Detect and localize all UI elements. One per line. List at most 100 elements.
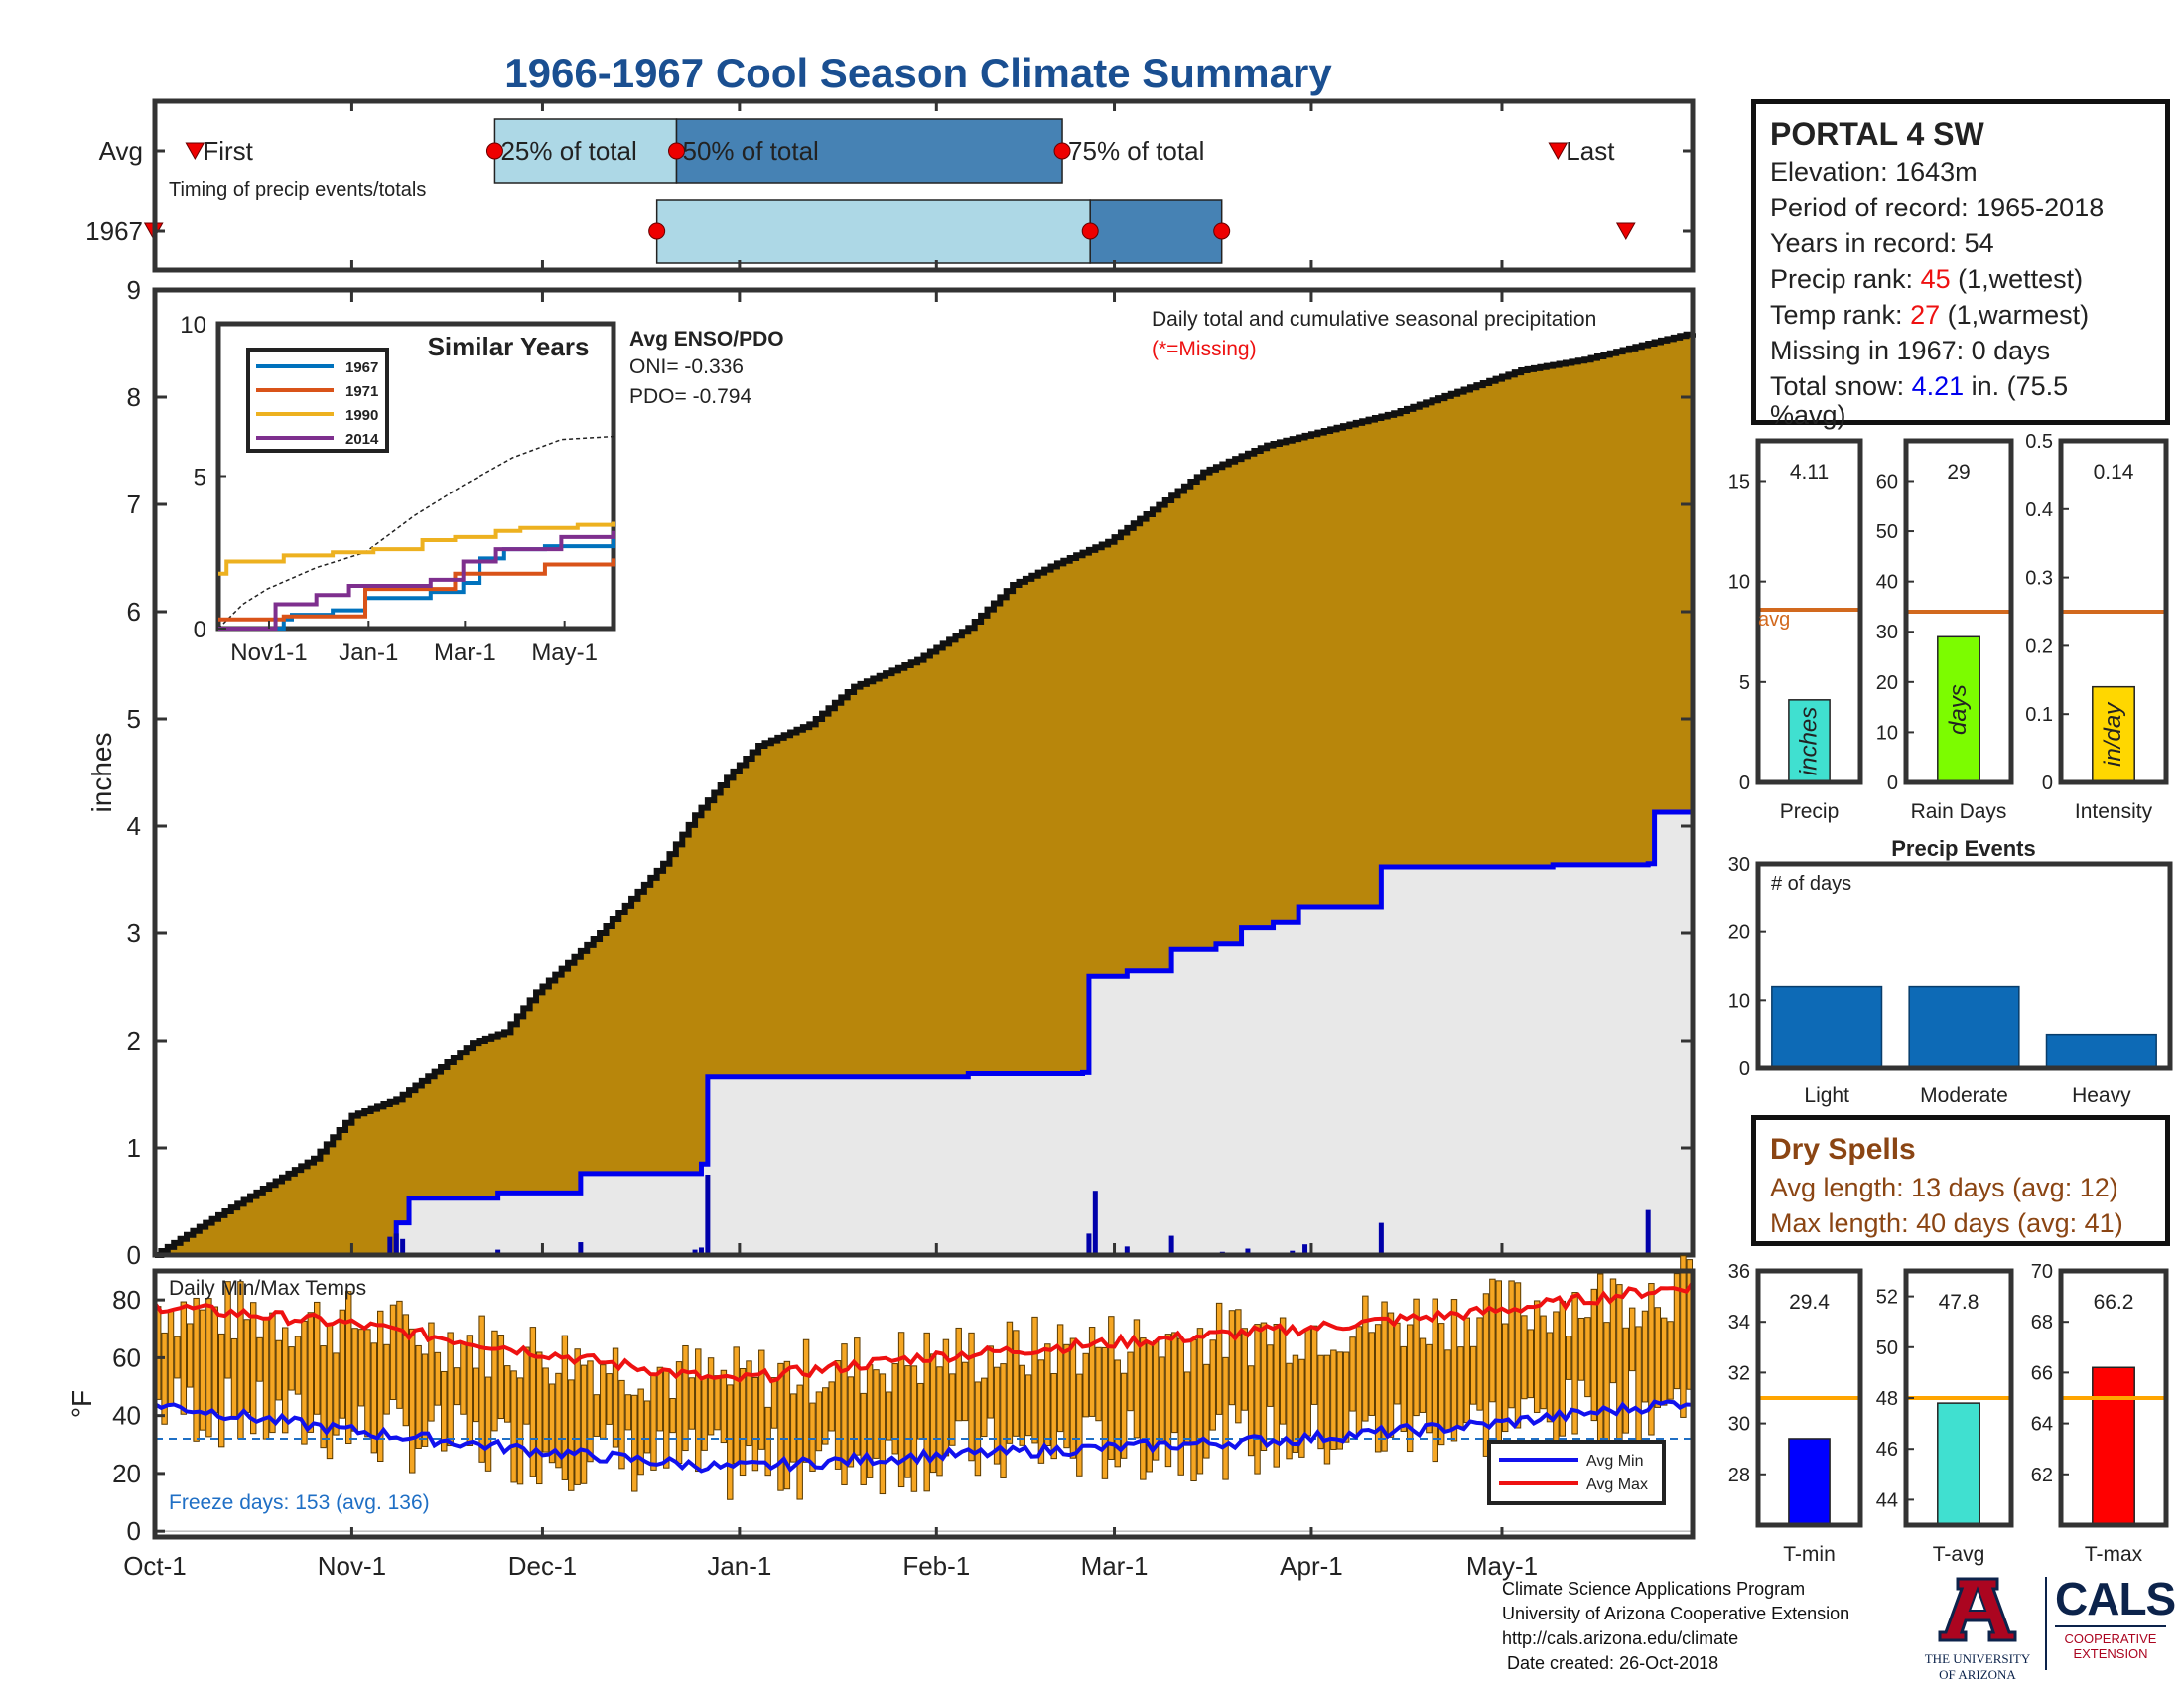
daily-temp-range-bar (612, 1347, 619, 1448)
mini-y-tick-label: 0.4 (2025, 499, 2053, 521)
mini-temp-charts: 28 30 32 34 36 29.4 T-min 44 46 48 50 52 47.8 T-avg 62… (1728, 1261, 2169, 1566)
mini-value-bar (1937, 635, 1980, 783)
daily-temp-range-bar (1298, 1358, 1305, 1458)
daily-temp-range-bar (802, 1338, 810, 1463)
main-y-axis-label: inches (86, 733, 117, 813)
precip-rank-label: Precip rank: (1770, 264, 1921, 294)
daily-temp-range-bar (1323, 1354, 1331, 1465)
mini-y-tick-label: 62 (2031, 1465, 2053, 1486)
daily-temp-range-bar (1310, 1325, 1318, 1405)
mini-y-tick-label: 0.5 (2025, 431, 2053, 453)
timing-row-label: Avg (99, 136, 143, 166)
daily-temp-range-bar (587, 1360, 594, 1463)
daily-temp-range-bar (249, 1302, 257, 1435)
daily-temp-range-bar (1140, 1337, 1147, 1480)
daily-temp-range-bar (186, 1323, 194, 1388)
daily-temp-range-bar (1013, 1330, 1020, 1437)
logo-divider (2045, 1577, 2047, 1670)
snow-value: 4.21 (1911, 371, 1965, 401)
legend-max-label: Avg Max (1586, 1477, 1648, 1493)
x-tick-label: May-1 (1466, 1551, 1538, 1581)
timing-percentile-marker (1081, 222, 1099, 240)
mini-y-tick-label: 50 (1876, 521, 1898, 543)
mini-y-tick-label: 40 (1876, 572, 1898, 594)
year-cumulative-line (155, 809, 1693, 1258)
x-tick-label: Feb-1 (902, 1551, 970, 1581)
x-tick-label: Dec-1 (508, 1551, 577, 1581)
p50-label: 50% of total (683, 136, 819, 166)
daily-temp-range-bar (174, 1336, 181, 1379)
mini-y-tick-label: 50 (1876, 1337, 1898, 1359)
mini-y-tick-label: 0 (1887, 773, 1898, 794)
daily-temp-range-bar (1349, 1336, 1356, 1412)
daily-precip-bar (1124, 1246, 1130, 1255)
temps-y-tick-label: 40 (112, 1401, 141, 1431)
daily-temp-range-bar (1565, 1336, 1572, 1380)
dry-avg-length: Avg length: 13 days (avg: 12) (1770, 1173, 2118, 1202)
mini-y-tick-label: 10 (1876, 722, 1898, 744)
daily-precip-bar (1086, 1233, 1092, 1255)
main-caption: Daily total and cumulative seasonal prec… (1152, 308, 1596, 331)
daily-temp-range-bar (1279, 1317, 1287, 1425)
daily-temp-range-bar (269, 1312, 276, 1434)
mini-value-bar (1937, 1402, 1980, 1526)
main-plot-frame (152, 287, 1696, 1258)
precip-rank-note: (1,wettest) (1950, 264, 2084, 294)
timing-row-label: 1967 (85, 216, 143, 246)
inset-series-1990 (218, 521, 615, 576)
mini-precip-charts: 0 5 10 15 4.11 Precip inches 0 10 20 30 40 50 60 29 Rai… (1728, 431, 2169, 823)
daily-temp-range-bar (1171, 1332, 1178, 1434)
daily-temp-range-bar (357, 1329, 365, 1407)
daily-temp-range-bar (1342, 1351, 1350, 1443)
daily-temp-range-bar (1571, 1292, 1578, 1435)
mini-frame (2058, 438, 2169, 785)
daily-temp-range-bar (1648, 1283, 1655, 1436)
temps-y-tick-label: 60 (112, 1342, 141, 1372)
daily-temp-range-bar (1457, 1346, 1464, 1428)
daily-temp-range-bar (1654, 1307, 1662, 1408)
footer-line-3: http://cals.arizona.edu/climate (1502, 1628, 1739, 1648)
daily-temp-range-bar (1400, 1345, 1407, 1432)
daily-temp-range-bar (1374, 1324, 1382, 1453)
inset-series-1971 (218, 558, 615, 622)
daily-temp-range-bar (529, 1327, 537, 1477)
daily-temp-range-bar (809, 1402, 816, 1472)
dry-spells-title: Dry Spells (1770, 1133, 1916, 1166)
temps-y-tick-label: 20 (112, 1459, 141, 1488)
mini-y-tick-label: 32 (1728, 1362, 1750, 1384)
mini-value-bar (2092, 1366, 2135, 1526)
daily-temp-range-bar (1426, 1343, 1433, 1434)
event-category-label: Light (1804, 1084, 1849, 1107)
temps-y-tick-label: 80 (112, 1285, 141, 1315)
daily-temp-range-bar (974, 1381, 982, 1477)
events-y-tick-label: 30 (1728, 854, 1750, 876)
daily-temp-range-bar (1527, 1329, 1534, 1399)
daily-temp-range-bar (1355, 1326, 1363, 1434)
daily-temp-range-bar (758, 1349, 765, 1450)
daily-temp-range-bar (733, 1346, 740, 1465)
ua-name-line-2: OF ARIZONA (1939, 1667, 2016, 1682)
daily-temp-range-bar (834, 1360, 842, 1470)
inset-x-tick-label: Jan-1 (339, 639, 398, 666)
daily-temp-range-bar (193, 1297, 200, 1442)
daily-temp-range-bar (1641, 1310, 1649, 1403)
timing-box-upper-1 (1089, 199, 1223, 264)
daily-temp-range-bar (981, 1377, 988, 1438)
daily-temp-range-bar (1590, 1288, 1598, 1422)
temp-rank-label: Temp rank: (1770, 300, 1911, 330)
x-tick-label: Mar-1 (1081, 1551, 1149, 1581)
daily-temp-range-bar (510, 1370, 517, 1483)
mini-y-tick-label: 10 (1728, 572, 1750, 594)
timing-first-last-marker (1548, 142, 1569, 161)
y-tick-label: 5 (127, 704, 141, 734)
events-y-tick-label: 0 (1739, 1058, 1750, 1080)
daily-temp-range-bar (873, 1369, 880, 1459)
y-tick-label: 0 (127, 1240, 141, 1270)
daily-temp-range-bar (751, 1376, 759, 1472)
daily-temp-range-bar (841, 1343, 848, 1485)
event-category-label: Moderate (1920, 1084, 2008, 1107)
event-bar-moderate (1908, 985, 2020, 1069)
daily-temp-range-bar (1501, 1323, 1509, 1433)
mini-y-tick-label: 52 (1876, 1287, 1898, 1309)
daily-temp-range-bar (466, 1335, 474, 1446)
